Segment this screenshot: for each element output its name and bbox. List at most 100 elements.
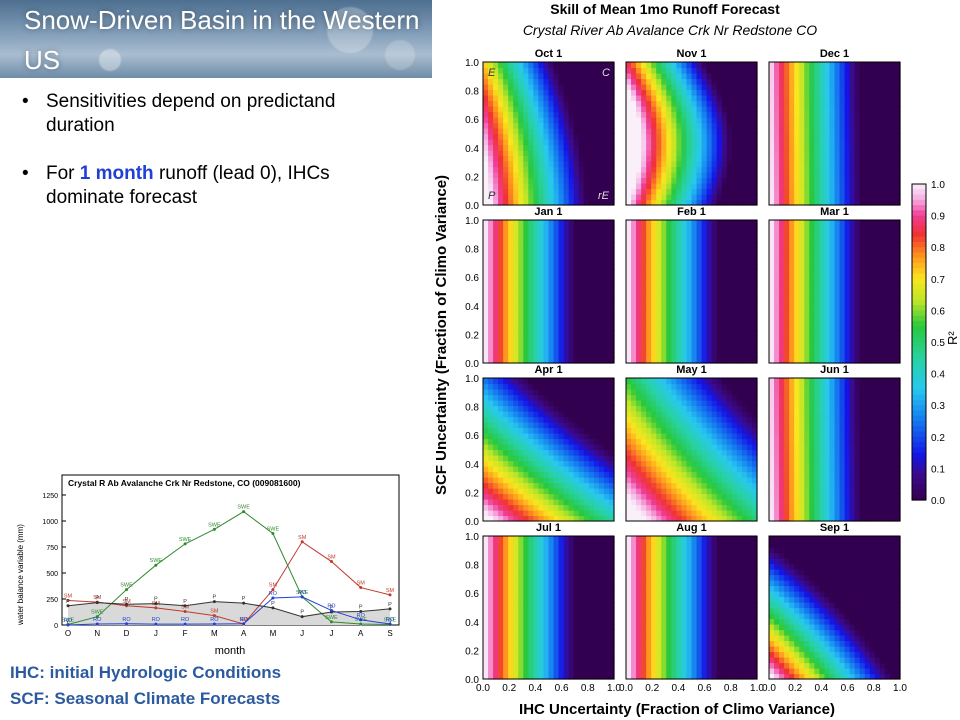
- heatmap-cell: [671, 106, 677, 113]
- heatmap-cell: [844, 89, 851, 96]
- heatmap-cell: [784, 150, 790, 157]
- heatmap-cell: [503, 383, 509, 390]
- heatmap-cell: [553, 78, 560, 85]
- heatmap-cell: [533, 405, 540, 412]
- heatmap-cell: [864, 280, 871, 287]
- heatmap-cell: [543, 264, 550, 271]
- heatmap-cell: [686, 330, 693, 337]
- heatmap-cell: [626, 433, 632, 440]
- heatmap-cell: [809, 324, 815, 331]
- heatmap-cell: [844, 84, 851, 91]
- heatmap-cell: [736, 253, 743, 260]
- heatmap-cell: [746, 275, 753, 282]
- heatmap-cell: [721, 330, 728, 337]
- heatmap-cell: [498, 482, 504, 489]
- heatmap-cell: [558, 286, 565, 293]
- heatmap-cell: [558, 455, 565, 462]
- heatmap-cell: [603, 253, 610, 260]
- heatmap-cell: [731, 111, 738, 118]
- heatmap-cell: [819, 199, 826, 206]
- heatmap-cell: [543, 378, 550, 385]
- heatmap-cell: [849, 111, 856, 118]
- heatmap-cell: [864, 95, 871, 102]
- heatmap-cell: [799, 84, 805, 91]
- heatmap-cell: [626, 324, 632, 331]
- heatmap-cell: [553, 117, 560, 124]
- heatmap-cell: [498, 286, 504, 293]
- heatmap-cell: [493, 236, 499, 243]
- heatmap-cell: [804, 188, 810, 195]
- heatmap-cell: [538, 275, 545, 282]
- heatmap-cell: [681, 139, 688, 146]
- heatmap-cell: [636, 220, 642, 227]
- heatmap-cell: [874, 269, 881, 276]
- heatmap-cell: [533, 335, 540, 342]
- heatmap-cell: [869, 357, 876, 364]
- heatmap-cell: [593, 341, 600, 348]
- heatmap-cell: [839, 275, 846, 282]
- heatmap-cell: [716, 128, 723, 135]
- heatmap-cell: [553, 188, 560, 195]
- series-marker-label: SM: [93, 595, 102, 601]
- heatmap-cell: [671, 346, 677, 353]
- heatmap-cell: [844, 319, 851, 326]
- heatmap-cell: [696, 247, 703, 254]
- heatmap-cell: [746, 89, 753, 96]
- heatmap-cell: [736, 194, 743, 201]
- heatmap-cell: [774, 352, 780, 359]
- heatmap-cell: [661, 100, 667, 107]
- heatmap-cell: [789, 144, 795, 151]
- heatmap-cell: [869, 335, 876, 342]
- heatmap-cell: [598, 405, 605, 412]
- heatmap-cell: [631, 422, 637, 429]
- heatmap-cell: [603, 335, 610, 342]
- heatmap-cell: [804, 286, 810, 293]
- heatmap-cell: [533, 84, 540, 91]
- heatmap-cell: [849, 133, 856, 140]
- heatmap-cell: [598, 100, 605, 107]
- panel-label: Nov 1: [677, 48, 707, 60]
- heatmap-cell: [533, 62, 540, 69]
- heatmap-cell: [696, 258, 703, 265]
- heatmap-cell: [553, 122, 560, 129]
- heatmap-cell: [696, 161, 703, 168]
- heatmap-cell: [809, 231, 815, 238]
- heatmap-cell: [631, 466, 637, 473]
- y-tick-label: 0.2: [465, 488, 479, 499]
- heatmap-cell: [533, 117, 540, 124]
- heatmap-cell: [691, 84, 698, 91]
- heatmap-cell: [641, 225, 647, 232]
- heatmap-cell: [711, 302, 718, 309]
- heatmap-cell: [543, 515, 550, 522]
- heatmap-cell: [686, 357, 693, 364]
- series-marker-label: P: [388, 602, 392, 608]
- heatmap-cell: [528, 394, 534, 401]
- heatmap-cell: [854, 357, 861, 364]
- heatmap-cell: [518, 313, 524, 320]
- heatmap-cell: [608, 280, 615, 287]
- heatmap-cell: [503, 444, 509, 451]
- heatmap-cell: [588, 433, 595, 440]
- heatmap-cell: [558, 515, 565, 522]
- heatmap-cell: [493, 449, 499, 456]
- heatmap-cell: [854, 220, 861, 227]
- heatmap-cell: [543, 172, 550, 179]
- heatmap-cell: [794, 100, 800, 107]
- heatmap-cell: [804, 133, 810, 140]
- heatmap-cell: [706, 172, 713, 179]
- heatmap-cell: [751, 297, 758, 304]
- heatmap-cell: [598, 383, 605, 390]
- heatmap-cell: [508, 100, 514, 107]
- heatmap-cell: [573, 352, 580, 359]
- heatmap-cell: [636, 352, 642, 359]
- heatmap-cell: [869, 106, 876, 113]
- heatmap-cell: [498, 111, 504, 118]
- heatmap-cell: [548, 383, 555, 390]
- heatmap-cell: [518, 236, 524, 243]
- heatmap-cell: [538, 389, 545, 396]
- heatmap-cell: [839, 286, 846, 293]
- heatmap-cell: [598, 144, 605, 151]
- heatmap-cell: [746, 144, 753, 151]
- heatmap-cell: [626, 95, 632, 102]
- heatmap-cell: [879, 188, 886, 195]
